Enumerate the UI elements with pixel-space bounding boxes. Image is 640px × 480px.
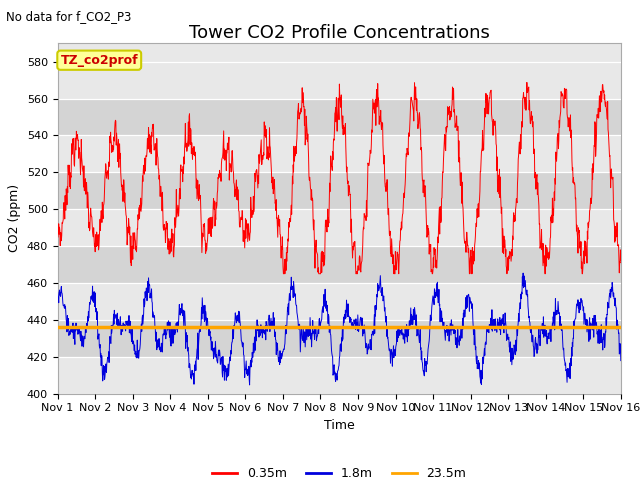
Bar — [58, 172, 621, 209]
Y-axis label: CO2 (ppm): CO2 (ppm) — [8, 184, 21, 252]
Bar — [58, 320, 621, 357]
Legend: 0.35m, 1.8m, 23.5m: 0.35m, 1.8m, 23.5m — [207, 462, 472, 480]
Title: Tower CO2 Profile Concentrations: Tower CO2 Profile Concentrations — [189, 24, 490, 42]
Bar — [58, 98, 621, 135]
Bar — [58, 246, 621, 283]
X-axis label: Time: Time — [324, 419, 355, 432]
Text: No data for f_CO2_P3: No data for f_CO2_P3 — [6, 10, 132, 23]
Text: TZ_co2prof: TZ_co2prof — [60, 54, 138, 67]
